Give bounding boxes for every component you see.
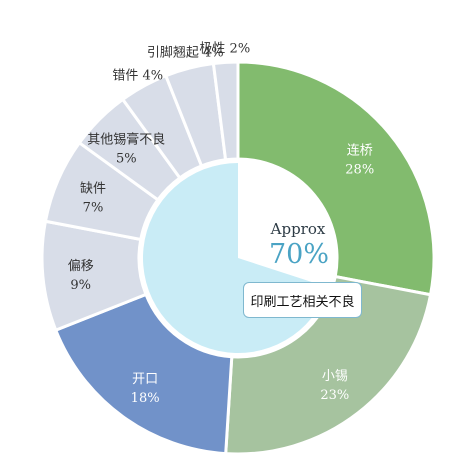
- center-percentage: 70%: [269, 239, 329, 270]
- slice-label-6: 错件 4%: [112, 69, 163, 84]
- donut-slices: [40, 60, 436, 456]
- slice-labels: 连桥 28% 小锡 23% 开口 18% 偏移 9% 缺件 7% 其他锡膏不良 5% 错件 4% 引脚翘起…: [68, 41, 375, 405]
- slice-label-4: 缺件 7%: [80, 181, 106, 215]
- slice-label-2: 开口 18%: [131, 372, 160, 406]
- slice-label-1: 小锡 23%: [320, 369, 349, 403]
- slice-label-5: 其他锡膏不良 5%: [87, 131, 165, 166]
- slice-label-0: 连桥 28%: [345, 142, 374, 177]
- slice-label-7: 引脚翘起 4%: [147, 45, 224, 61]
- slice-label-3: 偏移 9%: [68, 259, 94, 293]
- center-callout-box: 印刷工艺相关不良: [243, 282, 362, 318]
- center-approx-label: Approx: [270, 220, 326, 238]
- slice-label-8: 极性 2%: [199, 41, 250, 56]
